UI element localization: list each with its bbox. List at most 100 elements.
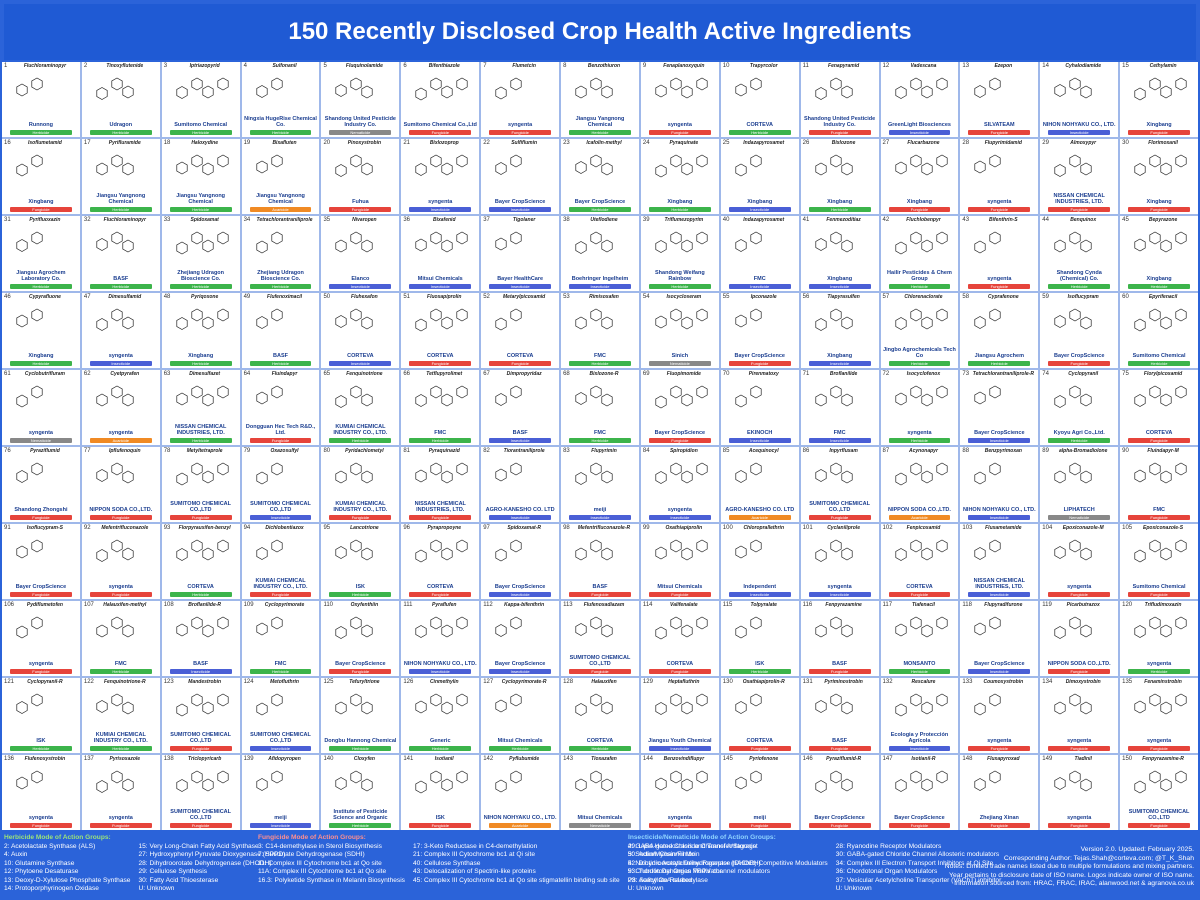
ingredient-card: 81 Pyraquinazid NISSAN CHEMICAL INDUSTRIES… — [401, 447, 480, 522]
card-number: 3 — [163, 63, 168, 69]
company: MONSANTO — [903, 661, 936, 667]
ingredient-card: 135 Fenaminstrobin syngenta Fungicide — [1120, 678, 1198, 753]
card-number: 123 — [163, 679, 174, 685]
ingredient-name: Rimisoxafen — [589, 294, 619, 300]
ingredient-card: 4 Sulfonanil Ningxia HugeRise Chemical Co.… — [241, 62, 320, 137]
ingredient-card: 14 Cyhalodiamide NIHON NOHYAKU CO., LTD. In… — [1040, 62, 1119, 137]
structure — [495, 693, 522, 713]
type-bar: Insecticide — [89, 361, 152, 366]
card-number: 12 — [882, 63, 890, 69]
ingredient-name: Isoflumetamid — [27, 140, 62, 146]
ingredient-name: Fluquinolamide — [345, 63, 383, 69]
company: NIPPON SODA CO.,LTD. — [887, 507, 951, 513]
ingredient-name: Tiapyrasulfen — [827, 294, 860, 300]
ring — [935, 154, 948, 168]
ring — [441, 701, 453, 715]
type-bar: Herbicide — [1128, 361, 1190, 366]
ingredient-card: 92 Mefentrifluconazole syngenta Fungicide — [81, 524, 160, 599]
structure — [894, 462, 948, 486]
ring — [430, 693, 442, 707]
ring — [989, 539, 1001, 553]
card-number: 56 — [802, 294, 810, 300]
type-bar: Herbicide — [329, 823, 392, 828]
card-number: 113 — [563, 602, 573, 608]
ring — [750, 462, 762, 476]
type-bar: Fungicide — [1048, 207, 1111, 212]
card-number: 87 — [882, 448, 890, 454]
ring — [590, 693, 602, 707]
type-bar: Herbicide — [489, 746, 552, 751]
ring — [590, 385, 602, 399]
ingredient-name: Mefentrifluconazole — [101, 525, 149, 531]
card-number: 137 — [83, 756, 94, 762]
ring — [735, 394, 747, 408]
ring — [202, 701, 214, 715]
ingredient-name: Pinoxystrobin — [347, 140, 382, 146]
ingredient-name: Sulfonanil — [272, 63, 297, 69]
ingredient-name: Pyraziflumid-R — [826, 756, 862, 762]
ring — [696, 616, 708, 630]
ring — [815, 624, 827, 638]
ingredient-card: 39 Triflumezopyrim Shandong Weifang Rainbo… — [640, 216, 719, 291]
ring — [920, 85, 933, 99]
ring — [415, 318, 427, 332]
ingredient-name: Flupyrimin — [591, 448, 617, 454]
type-bar: Fungicide — [808, 130, 871, 135]
card-number: 26 — [802, 140, 810, 146]
ring — [191, 154, 203, 168]
card-number: 71 — [802, 371, 810, 377]
card-number: 7 — [483, 63, 487, 69]
ingredient-name: Flufenoxadiazam — [583, 602, 625, 608]
company: FMC — [1153, 507, 1166, 513]
card-number: 62 — [83, 371, 91, 377]
ingredient-card: 113 Flufenoxadiazam SUMITOMO CHEMICAL CO.,… — [561, 601, 639, 676]
card-number: 4 — [243, 63, 247, 69]
company: SUMITOMO CHEMICAL CO.,LTD — [170, 501, 231, 513]
ring — [441, 547, 453, 561]
company: Bayer CropScience — [494, 199, 546, 205]
structure — [1054, 308, 1092, 330]
company: Mitsui Chemicals — [577, 815, 623, 821]
ingredient-name: Isoflucypram-S — [26, 525, 63, 531]
company: syngenta — [987, 276, 1012, 282]
ring — [1080, 239, 1092, 253]
structure — [894, 385, 948, 407]
ring — [1080, 624, 1092, 638]
type-bar: Herbicide — [888, 438, 951, 443]
company: CORTEVA — [347, 353, 374, 359]
structure — [815, 462, 853, 484]
ring — [841, 470, 853, 484]
card-number: 30 — [1122, 140, 1129, 146]
ring — [430, 308, 442, 322]
moa-item: 30: Fatty Acid Thioesterase — [138, 876, 219, 884]
ring — [96, 393, 108, 407]
structure — [256, 308, 283, 329]
ingredient-name: Pyrisoxazole — [109, 756, 141, 762]
ingredient-card: 60 Epyrifenacil Sumitomo Chemical Herbicide — [1120, 293, 1198, 368]
type-bar: Fungicide — [409, 823, 472, 828]
ingredient-card: 115 Tolpyralate ISK Herbicide — [720, 601, 799, 676]
ring — [830, 616, 842, 630]
type-bar: Insecticide — [808, 361, 871, 366]
ring — [1054, 315, 1066, 328]
moa-group: Insecticide/Nematicide Mode of Action Gr… — [628, 834, 1001, 894]
ring — [696, 539, 708, 553]
type-bar: Acaricide — [728, 515, 791, 520]
ingredient-card: 62 Cyetpyrafen syngenta Acaricide — [81, 370, 160, 445]
company: Jiangsu Agrochem — [974, 353, 1024, 359]
ingredient-name: Pyraziflumid — [30, 448, 60, 454]
ingredient-name: Ezepon — [994, 63, 1013, 69]
ring — [441, 778, 453, 792]
company: syngenta — [508, 122, 533, 128]
ring — [122, 701, 134, 715]
column: 3: C14-demethylase in Sterol Biosynthesi… — [258, 843, 405, 894]
moa-item: U: Unknown — [138, 885, 175, 892]
type-bar: Herbicide — [89, 746, 152, 751]
ingredient-card: 54 Isocycloseram Sinich Nematicide — [640, 293, 719, 368]
ring — [191, 77, 203, 91]
ring — [176, 779, 188, 792]
ingredient-name: Flupyrimidamid — [984, 140, 1022, 146]
ring — [590, 308, 602, 322]
company: BASF — [592, 584, 608, 590]
structure — [815, 231, 853, 253]
